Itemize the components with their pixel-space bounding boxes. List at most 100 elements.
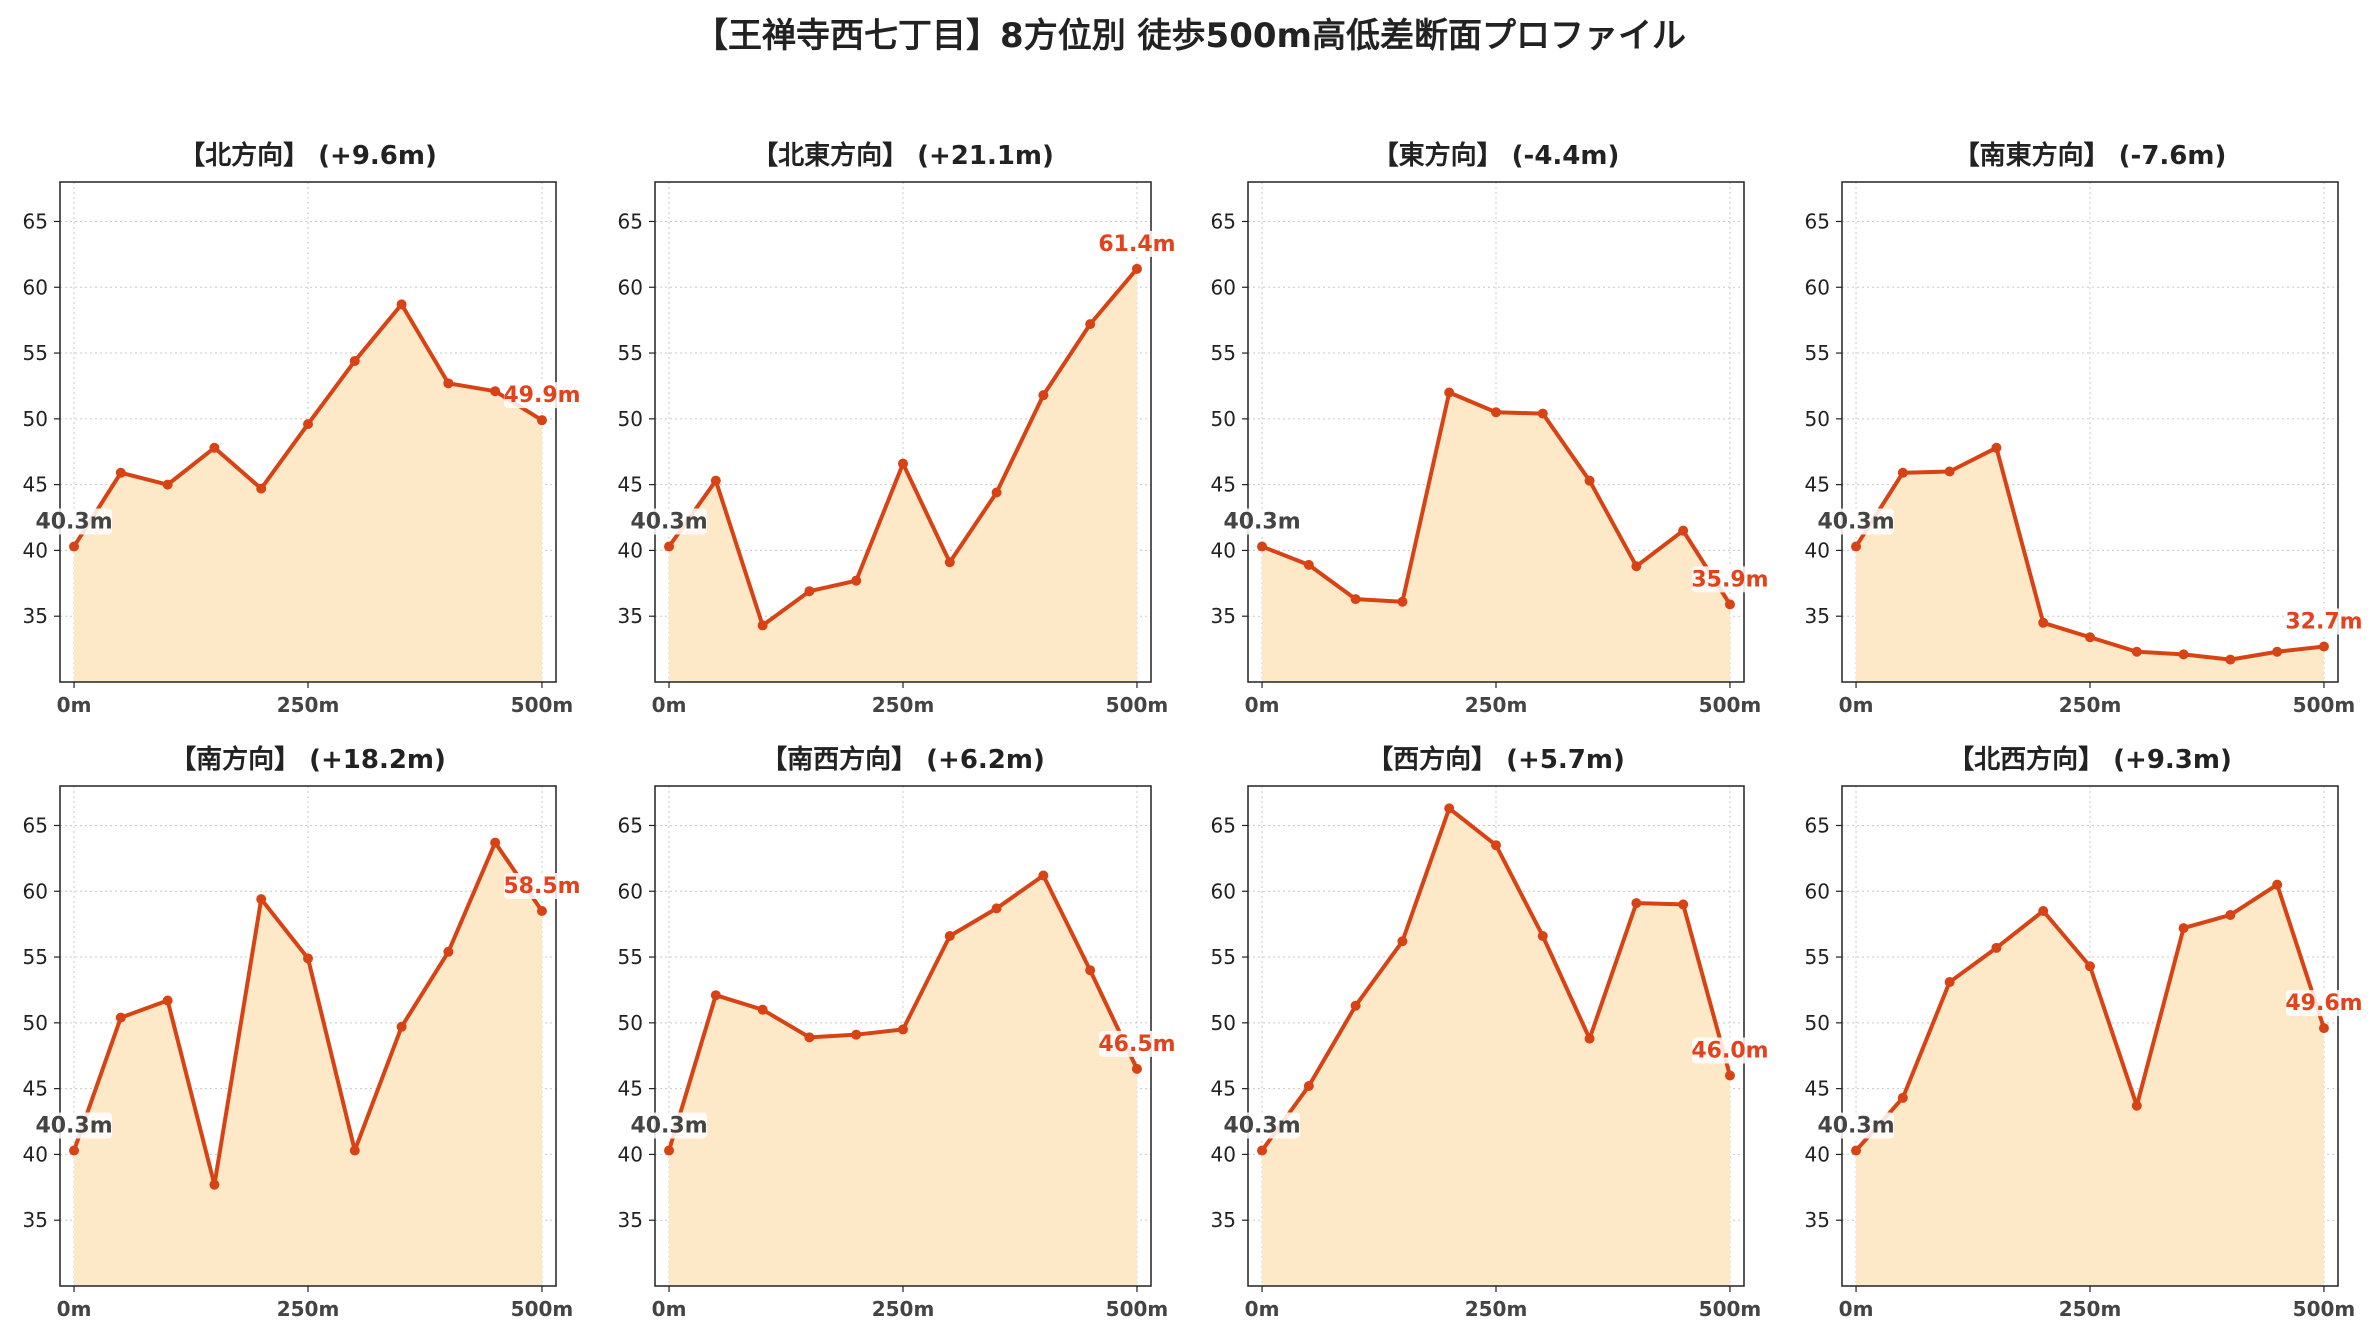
y-tick-label: 55 [23, 945, 48, 969]
plot-area: 【北方向】 (+9.6m) 35 40 45 50 55 60 65 0m 250m 500m 40.… [23, 140, 582, 717]
elevation-area [74, 304, 542, 682]
y-tick-label: 40 [23, 538, 48, 562]
x-tick-label: 500m [2293, 1297, 2356, 1321]
elevation-area [1262, 808, 1730, 1286]
data-point-0m [69, 1145, 80, 1156]
chart-svg: 【東方向】 (-4.4m) 35 40 45 50 55 60 65 0m 250m 500m 40.… [1211, 140, 1770, 717]
y-tick-label: 35 [618, 1208, 643, 1232]
x-tick-label: 250m [872, 693, 935, 717]
y-tick-label: 45 [1211, 1077, 1236, 1101]
y-tick-label: 45 [618, 1077, 643, 1101]
y-tick-label: 60 [23, 275, 48, 299]
y-tick-label: 65 [23, 209, 48, 233]
data-point-500m [1724, 599, 1735, 610]
data-point-50m [1897, 1092, 1908, 1103]
data-point-0m [1257, 541, 1268, 552]
end-elevation-label: 58.5m [503, 874, 580, 899]
data-point-450m [1678, 525, 1689, 536]
y-tick-label: 45 [1211, 473, 1236, 497]
start-elevation-label: 40.3m [1223, 1113, 1300, 1138]
chart-svg: 【南方向】 (+18.2m) 35 40 45 50 55 60 65 0m 250m 500m 40… [23, 744, 582, 1321]
data-point-500m [2318, 641, 2329, 652]
y-tick-label: 65 [1211, 209, 1236, 233]
y-tick-label: 60 [23, 879, 48, 903]
y-tick-label: 45 [1805, 1077, 1830, 1101]
plot-area: 【東方向】 (-4.4m) 35 40 45 50 55 60 65 0m 250m 500m 40.… [1211, 140, 1770, 717]
x-tick-label: 0m [57, 1297, 92, 1321]
x-tick-label: 500m [1106, 1297, 1169, 1321]
y-tick-label: 65 [1805, 209, 1830, 233]
data-point-300m [1537, 931, 1548, 941]
panel-title: 【東方向】 (-4.4m) [1373, 140, 1620, 171]
end-label-box [1691, 1037, 1770, 1064]
x-tick-label: 500m [511, 1297, 574, 1321]
y-tick-label: 50 [618, 407, 643, 431]
x-tick-label: 0m [57, 693, 92, 717]
data-point-0m [1851, 541, 1862, 552]
data-point-200m [256, 483, 267, 494]
data-point-250m [303, 419, 313, 430]
data-point-200m [256, 894, 267, 905]
data-point-150m [1991, 942, 2002, 953]
data-point-300m [2131, 1100, 2142, 1111]
data-point-250m [898, 1024, 908, 1035]
data-point-500m [2318, 1023, 2329, 1034]
y-tick-label: 60 [1211, 879, 1236, 903]
end-label-box [503, 873, 582, 899]
elevation-area [1262, 392, 1730, 682]
end-label-box [503, 382, 582, 409]
panel-title: 【西方向】 (+5.7m) [1367, 744, 1625, 775]
elevation-area [669, 875, 1137, 1286]
x-tick-label: 500m [1699, 1297, 1762, 1321]
data-point-400m [1038, 390, 1049, 401]
x-tick-label: 250m [2059, 693, 2122, 717]
data-point-300m [2131, 646, 2142, 657]
data-point-200m [1444, 387, 1455, 398]
data-point-400m [443, 946, 454, 957]
elevation-area [1856, 884, 2324, 1286]
y-tick-label: 40 [618, 538, 643, 562]
chart-svg: 【西方向】 (+5.7m) 35 40 45 50 55 60 65 0m 250m 500m 40.… [1211, 744, 1770, 1321]
data-point-50m [115, 1012, 126, 1023]
data-point-500m [536, 415, 547, 426]
chart-panel-6: 【南西方向】 (+6.2m) 35 40 45 50 55 60 65 0m 250m 500m 40… [595, 726, 1177, 1321]
data-point-350m [396, 1021, 407, 1032]
data-point-100m [1944, 977, 1955, 988]
y-tick-label: 35 [23, 604, 48, 628]
y-tick-label: 50 [23, 1011, 48, 1035]
chart-panel-3: 【東方向】 (-4.4m) 35 40 45 50 55 60 65 0m 250m 500m 40.… [1188, 122, 1770, 717]
chart-panel-8: 【北西方向】 (+9.3m) 35 40 45 50 55 60 65 0m 250m 500m 40… [1782, 726, 2364, 1321]
data-point-200m [851, 575, 862, 586]
x-tick-label: 500m [1106, 693, 1169, 717]
y-tick-label: 45 [23, 473, 48, 497]
y-tick-label: 40 [1211, 1142, 1236, 1166]
chart-panel-7: 【西方向】 (+5.7m) 35 40 45 50 55 60 65 0m 250m 500m 40.… [1188, 726, 1770, 1321]
data-point-150m [804, 1032, 815, 1043]
chart-panel-4: 【南東方向】 (-7.6m) 35 40 45 50 55 60 65 0m 250m 500m 40… [1782, 122, 2364, 717]
data-point-450m [490, 837, 501, 848]
data-point-50m [1897, 467, 1908, 478]
y-tick-label: 50 [618, 1011, 643, 1035]
chart-svg: 【北西方向】 (+9.3m) 35 40 45 50 55 60 65 0m 250m 500m 40… [1805, 744, 2364, 1321]
data-point-300m [1537, 408, 1548, 419]
y-tick-label: 55 [1211, 341, 1236, 365]
start-elevation-label: 40.3m [630, 1113, 707, 1138]
data-point-200m [2038, 617, 2049, 628]
plot-area: 【西方向】 (+5.7m) 35 40 45 50 55 60 65 0m 250m 500m 40.… [1211, 744, 1770, 1321]
data-point-500m [1131, 1063, 1142, 1074]
x-tick-label: 0m [1245, 693, 1280, 717]
y-tick-label: 35 [1805, 604, 1830, 628]
start-label-box [1226, 1112, 1301, 1139]
x-tick-label: 250m [1465, 693, 1528, 717]
start-elevation-label: 40.3m [630, 509, 707, 534]
end-label-box [2285, 608, 2364, 635]
y-tick-label: 55 [1805, 945, 1830, 969]
panel-title: 【北方向】 (+9.6m) [179, 140, 437, 171]
y-tick-label: 35 [618, 604, 643, 628]
chart-svg: 【北東方向】 (+21.1m) 35 40 45 50 55 60 65 0m 250m 500m 4… [618, 140, 1177, 717]
data-point-400m [1631, 898, 1642, 909]
y-tick-label: 65 [618, 813, 643, 837]
data-point-500m [1131, 263, 1142, 274]
chart-svg: 【北方向】 (+9.6m) 35 40 45 50 55 60 65 0m 250m 500m 40.… [23, 140, 582, 717]
end-label-box [1098, 230, 1177, 257]
